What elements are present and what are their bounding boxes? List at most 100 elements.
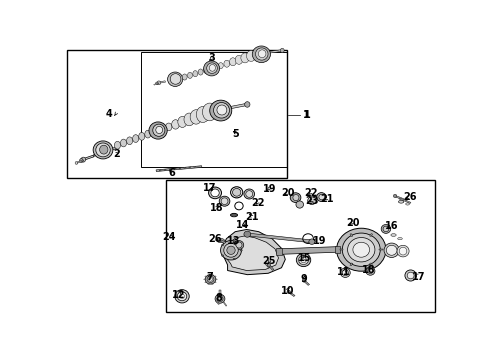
Ellipse shape: [342, 270, 348, 276]
Text: 20: 20: [282, 188, 295, 198]
Ellipse shape: [179, 294, 184, 298]
Text: 18: 18: [362, 265, 376, 275]
Ellipse shape: [178, 116, 187, 127]
Ellipse shape: [398, 238, 402, 240]
Ellipse shape: [405, 270, 416, 281]
Ellipse shape: [80, 158, 83, 162]
Ellipse shape: [215, 294, 225, 303]
Ellipse shape: [280, 48, 284, 53]
Ellipse shape: [287, 290, 291, 293]
Ellipse shape: [96, 143, 110, 157]
Text: 7: 7: [206, 273, 213, 283]
Polygon shape: [269, 50, 283, 53]
Circle shape: [212, 284, 213, 285]
Ellipse shape: [393, 194, 397, 198]
Polygon shape: [81, 155, 94, 161]
Text: 13: 13: [227, 237, 241, 246]
Ellipse shape: [386, 245, 397, 255]
Ellipse shape: [252, 46, 270, 63]
Circle shape: [208, 284, 209, 285]
Polygon shape: [350, 234, 353, 237]
Ellipse shape: [244, 189, 254, 199]
Ellipse shape: [233, 188, 241, 196]
Ellipse shape: [229, 58, 236, 66]
Ellipse shape: [290, 193, 301, 202]
Polygon shape: [265, 263, 270, 268]
Text: 22: 22: [251, 198, 265, 208]
Text: 16: 16: [385, 221, 398, 231]
Text: 9: 9: [301, 274, 308, 284]
Polygon shape: [247, 233, 312, 243]
Circle shape: [215, 276, 216, 277]
Polygon shape: [194, 166, 196, 167]
Ellipse shape: [175, 290, 189, 303]
Ellipse shape: [220, 240, 242, 260]
Ellipse shape: [337, 228, 386, 271]
Ellipse shape: [298, 255, 309, 265]
Text: 17: 17: [412, 271, 425, 282]
Ellipse shape: [75, 162, 78, 164]
Ellipse shape: [217, 105, 227, 115]
Ellipse shape: [227, 246, 235, 255]
Ellipse shape: [381, 225, 391, 233]
Ellipse shape: [207, 276, 214, 283]
Ellipse shape: [245, 102, 250, 107]
Ellipse shape: [296, 201, 303, 208]
Polygon shape: [223, 302, 227, 306]
Circle shape: [240, 249, 243, 251]
Ellipse shape: [209, 187, 221, 199]
Ellipse shape: [383, 226, 389, 232]
Text: 1: 1: [303, 110, 310, 120]
Text: 11: 11: [338, 267, 351, 277]
Polygon shape: [340, 249, 343, 250]
Ellipse shape: [172, 120, 179, 129]
Ellipse shape: [214, 103, 229, 118]
Ellipse shape: [184, 113, 195, 126]
Ellipse shape: [219, 196, 230, 206]
Circle shape: [233, 258, 235, 260]
Polygon shape: [231, 103, 248, 109]
Polygon shape: [154, 83, 158, 85]
Ellipse shape: [224, 60, 230, 67]
Polygon shape: [303, 280, 310, 285]
Text: 3: 3: [208, 53, 215, 63]
Ellipse shape: [267, 264, 270, 267]
Polygon shape: [159, 81, 166, 83]
Polygon shape: [216, 301, 220, 305]
Text: 19: 19: [313, 237, 326, 246]
Text: 26: 26: [403, 192, 416, 202]
Ellipse shape: [145, 130, 151, 138]
Polygon shape: [335, 246, 341, 253]
Text: 12: 12: [172, 290, 185, 300]
Polygon shape: [179, 168, 181, 169]
Ellipse shape: [407, 272, 414, 279]
Text: 4: 4: [106, 109, 113, 119]
Text: 23: 23: [305, 196, 318, 206]
Ellipse shape: [384, 243, 399, 257]
Ellipse shape: [177, 292, 187, 301]
Ellipse shape: [139, 132, 145, 140]
Ellipse shape: [308, 197, 316, 204]
Text: 8: 8: [216, 293, 222, 303]
Ellipse shape: [399, 247, 407, 255]
Circle shape: [233, 241, 235, 242]
Text: 14: 14: [236, 220, 249, 230]
Polygon shape: [399, 198, 411, 203]
Ellipse shape: [114, 141, 121, 149]
Ellipse shape: [198, 69, 203, 75]
Ellipse shape: [218, 63, 223, 69]
Ellipse shape: [209, 278, 212, 281]
Polygon shape: [219, 290, 221, 294]
Ellipse shape: [133, 135, 139, 143]
Polygon shape: [277, 247, 337, 255]
Text: 21: 21: [320, 194, 334, 204]
Ellipse shape: [166, 123, 172, 131]
Text: 15: 15: [297, 253, 311, 263]
Ellipse shape: [156, 82, 158, 85]
Ellipse shape: [203, 67, 208, 73]
Text: 26: 26: [208, 234, 222, 244]
Text: 10: 10: [280, 286, 294, 296]
Ellipse shape: [207, 63, 218, 73]
Polygon shape: [220, 240, 226, 243]
Ellipse shape: [296, 253, 311, 267]
